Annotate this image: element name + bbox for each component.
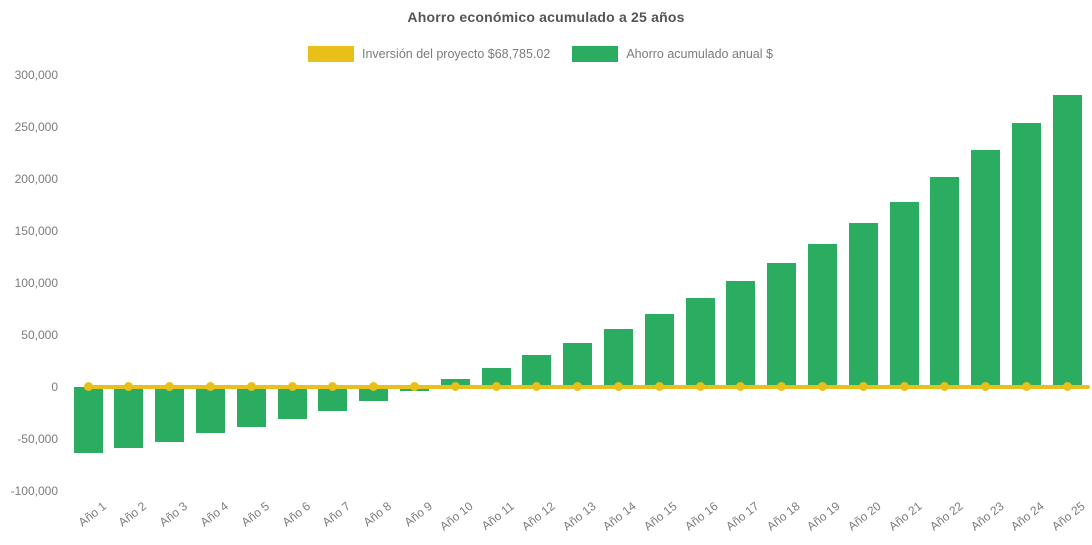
x-axis-tick-label: Año 8 xyxy=(360,499,395,530)
x-axis-tick-label: Año 25 xyxy=(1049,499,1088,534)
y-axis-tick-label: 250,000 xyxy=(14,119,58,134)
bar-ahorro-year-1 xyxy=(73,386,103,454)
x-axis-tick-label: Año 18 xyxy=(763,499,803,534)
bar-ahorro-year-22 xyxy=(930,177,960,387)
bar-ahorro-year-8 xyxy=(359,386,389,402)
investment-line-marker xyxy=(695,382,705,391)
investment-line-marker xyxy=(981,382,991,391)
x-axis-tick-label: Año 22 xyxy=(926,499,966,534)
investment-line-marker xyxy=(450,382,460,391)
investment-line-marker xyxy=(899,382,909,391)
bar-ahorro-year-13 xyxy=(563,342,593,387)
investment-line-marker xyxy=(287,382,297,391)
legend-label-ahorro: Ahorro acumulado anual $ xyxy=(626,47,773,61)
investment-line xyxy=(84,384,1090,389)
x-axis-tick-label: Año 20 xyxy=(845,499,884,534)
bar-ahorro-year-11 xyxy=(481,368,511,387)
x-axis-tick-label: Año 4 xyxy=(197,499,232,530)
x-axis-tick-label: Año 10 xyxy=(437,499,476,534)
y-axis-tick-label: -100,000 xyxy=(10,483,58,498)
legend-item-ahorro: Ahorro acumulado anual $ xyxy=(572,46,773,62)
investment-line-marker xyxy=(573,382,583,391)
x-axis-tick-label: Año 13 xyxy=(559,499,599,534)
y-axis-tick-label: -50,000 xyxy=(17,431,58,446)
investment-line-marker xyxy=(1062,382,1072,391)
y-axis-tick-label: 200,000 xyxy=(14,171,58,186)
x-axis-tick-label: Año 11 xyxy=(478,499,517,533)
x-axis-tick-label: Año 2 xyxy=(116,499,150,530)
bar-ahorro-year-5 xyxy=(236,386,266,427)
x-axis-tick-label: Año 5 xyxy=(238,499,272,530)
bar-ahorro-year-12 xyxy=(522,355,552,387)
bar-ahorro-year-15 xyxy=(644,314,674,387)
chart-title: Ahorro económico acumulado a 25 años xyxy=(407,9,685,25)
x-axis-tick-label: Año 14 xyxy=(600,499,640,534)
bar-ahorro-year-14 xyxy=(603,329,633,387)
investment-line-marker xyxy=(1021,382,1031,391)
bar-ahorro-year-24 xyxy=(1011,123,1041,387)
bar-ahorro-year-21 xyxy=(889,201,919,387)
investment-line-marker xyxy=(246,382,256,391)
investment-line-marker xyxy=(491,382,501,391)
investment-line-marker xyxy=(858,382,868,391)
legend: Inversión del proyecto $68,785.02 Ahorro… xyxy=(308,46,773,62)
investment-line-marker xyxy=(205,382,215,391)
investment-line-marker xyxy=(409,382,419,391)
bar-ahorro-year-18 xyxy=(767,262,797,387)
investment-line-marker xyxy=(165,382,175,391)
legend-label-inversion: Inversión del proyecto $68,785.02 xyxy=(362,47,551,61)
investment-line-marker xyxy=(532,382,542,391)
legend-item-inversion: Inversión del proyecto $68,785.02 xyxy=(308,46,550,62)
bar-ahorro-year-17 xyxy=(726,280,756,387)
investment-line-marker xyxy=(654,382,664,391)
bar-ahorro-year-4 xyxy=(195,386,225,434)
investment-line-marker xyxy=(328,382,338,391)
investment-line-marker xyxy=(83,382,93,391)
investment-line-marker xyxy=(369,382,379,391)
x-axis-tick-label: Año 24 xyxy=(1008,499,1048,534)
y-axis-tick-label: 300,000 xyxy=(14,67,58,82)
bar-ahorro-year-2 xyxy=(114,386,144,449)
bar-ahorro-year-25 xyxy=(1052,95,1082,387)
investment-line-marker xyxy=(736,382,746,391)
legend-swatch-ahorro xyxy=(572,46,619,62)
x-axis-tick-label: Año 7 xyxy=(320,499,354,530)
investment-line-marker xyxy=(940,382,950,391)
bar-ahorro-year-3 xyxy=(155,386,185,442)
x-axis-tick-label: Año 3 xyxy=(156,499,191,530)
x-axis-tick-label: Año 15 xyxy=(641,499,680,534)
x-axis-tick-label: Año 16 xyxy=(682,499,721,534)
bar-ahorro-year-20 xyxy=(848,223,878,387)
y-axis-tick-label: 0 xyxy=(51,379,58,394)
investment-line-marker xyxy=(777,382,787,391)
y-axis-tick-label: 50,000 xyxy=(21,327,58,342)
x-axis-tick-label: Año 6 xyxy=(279,499,313,530)
legend-swatch-inversion xyxy=(308,46,354,62)
bar-ahorro-year-19 xyxy=(807,244,837,387)
x-axis-tick-label: Año 9 xyxy=(401,499,436,530)
bar-ahorro-year-23 xyxy=(971,150,1001,387)
x-axis-tick-label: Año 21 xyxy=(886,499,925,534)
investment-line-marker xyxy=(124,382,134,391)
x-axis-tick-label: Año 23 xyxy=(967,499,1007,534)
bar-ahorro-year-16 xyxy=(685,298,715,387)
investment-line-marker xyxy=(613,382,623,391)
investment-line-marker xyxy=(817,382,827,391)
y-axis-tick-label: 100,000 xyxy=(14,275,58,290)
bar-ahorro-year-6 xyxy=(277,386,307,420)
x-axis-tick-label: Año 19 xyxy=(804,499,844,534)
x-axis-tick-label: Año 12 xyxy=(518,499,558,534)
x-axis-tick-label: Año 1 xyxy=(75,499,109,530)
y-axis-tick-label: 150,000 xyxy=(14,223,58,238)
x-axis-tick-label: Año 17 xyxy=(722,499,762,534)
